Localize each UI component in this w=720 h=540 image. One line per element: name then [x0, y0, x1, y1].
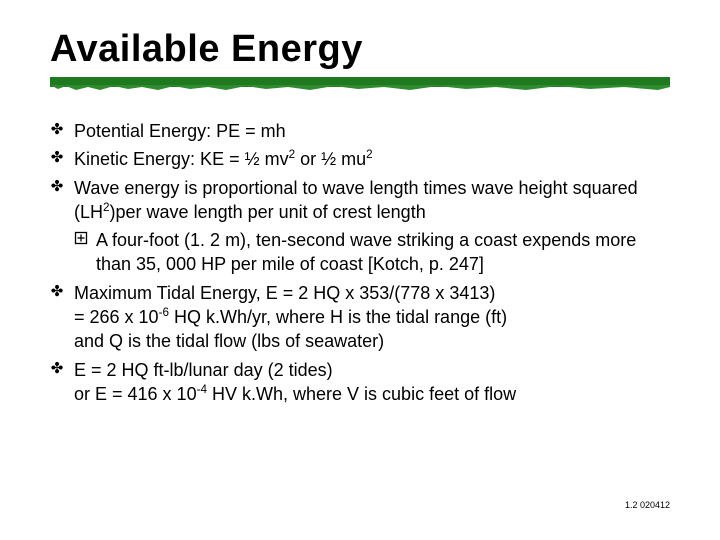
bullet-icon: ✤: [50, 123, 64, 137]
list-item: ✤ Potential Energy: PE = mh: [50, 119, 670, 143]
bullet-icon: ✤: [50, 285, 64, 299]
title-underline: [50, 77, 670, 91]
list-item: ✤ Kinetic Energy: KE = ½ mv2 or ½ mu2: [50, 147, 670, 171]
underline-rough-edge: [50, 85, 670, 91]
slide-root: Available Energy ✤ Potential Energy: PE =…: [0, 0, 720, 540]
bullet-text: E = 2 HQ ft-lb/lunar day (2 tides)or E =…: [74, 358, 670, 407]
bullet-list: ✤ Potential Energy: PE = mh ✤ Kinetic Energ…: [50, 119, 670, 406]
bullet-text: Kinetic Energy: KE = ½ mv2 or ½ mu2: [74, 147, 670, 171]
slide-footer: 1.2 020412: [625, 500, 670, 510]
bullet-icon: ✤: [50, 180, 64, 194]
list-item: ✤ Wave energy is proportional to wave len…: [50, 176, 670, 225]
bullet-text: Potential Energy: PE = mh: [74, 119, 670, 143]
bullet-text: Wave energy is proportional to wave leng…: [74, 176, 670, 225]
list-item: ✤ E = 2 HQ ft-lb/lunar day (2 tides)or E …: [50, 358, 670, 407]
sub-bullet-icon: [74, 231, 88, 245]
sub-list-item: A four-foot (1. 2 m), ten-second wave st…: [74, 228, 670, 277]
bullet-icon: ✤: [50, 362, 64, 376]
list-item: ✤ Maximum Tidal Energy, E = 2 HQ x 353/(7…: [50, 281, 670, 354]
sub-bullet-text: A four-foot (1. 2 m), ten-second wave st…: [96, 228, 670, 277]
bullet-text: Maximum Tidal Energy, E = 2 HQ x 353/(77…: [74, 281, 670, 354]
slide-title: Available Energy: [50, 28, 670, 71]
bullet-icon: ✤: [50, 151, 64, 165]
